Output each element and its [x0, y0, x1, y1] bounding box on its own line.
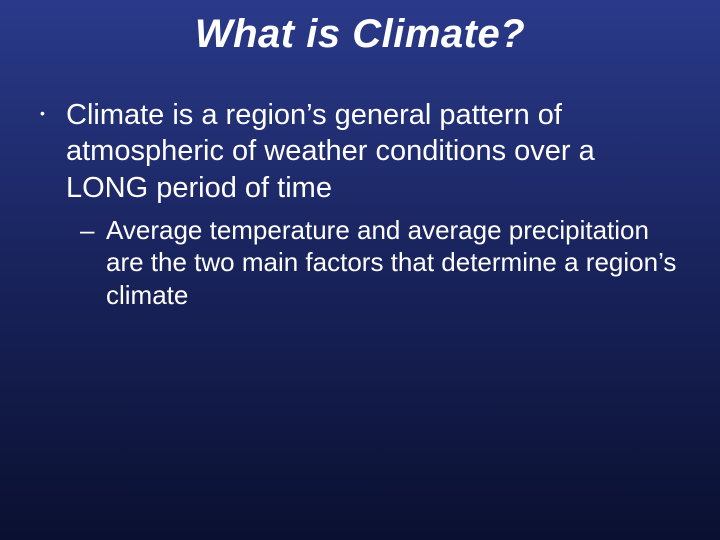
- bullet-level-1: • Climate is a region’s general pattern …: [38, 97, 682, 206]
- slide-container: What is Climate? • Climate is a region’s…: [0, 0, 720, 540]
- bullet-text: Average temperature and average precipit…: [106, 214, 682, 312]
- slide-body: • Climate is a region’s general pattern …: [0, 57, 720, 311]
- slide-title: What is Climate?: [0, 0, 720, 57]
- dash-marker-icon: –: [80, 214, 106, 247]
- bullet-marker-icon: •: [38, 97, 66, 123]
- bullet-level-2: – Average temperature and average precip…: [38, 214, 682, 312]
- bullet-text: Climate is a region’s general pattern of…: [66, 97, 682, 206]
